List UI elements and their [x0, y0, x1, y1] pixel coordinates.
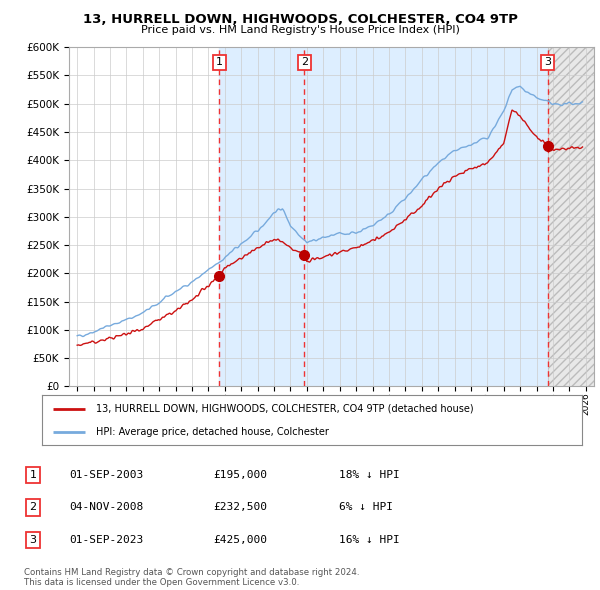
Text: Contains HM Land Registry data © Crown copyright and database right 2024.
This d: Contains HM Land Registry data © Crown c… — [24, 568, 359, 587]
Text: 01-SEP-2023: 01-SEP-2023 — [69, 535, 143, 545]
Text: 1: 1 — [216, 57, 223, 67]
Bar — [220, 47, 304, 386]
Bar — [548, 47, 594, 386]
Text: 2: 2 — [301, 57, 308, 67]
Bar — [548, 47, 594, 386]
Text: 2: 2 — [29, 503, 37, 512]
Text: HPI: Average price, detached house, Colchester: HPI: Average price, detached house, Colc… — [96, 427, 329, 437]
Text: £425,000: £425,000 — [213, 535, 267, 545]
Text: Price paid vs. HM Land Registry's House Price Index (HPI): Price paid vs. HM Land Registry's House … — [140, 25, 460, 35]
Text: 01-SEP-2003: 01-SEP-2003 — [69, 470, 143, 480]
Text: 16% ↓ HPI: 16% ↓ HPI — [339, 535, 400, 545]
Text: 13, HURRELL DOWN, HIGHWOODS, COLCHESTER, CO4 9TP (detached house): 13, HURRELL DOWN, HIGHWOODS, COLCHESTER,… — [96, 404, 473, 414]
Text: 04-NOV-2008: 04-NOV-2008 — [69, 503, 143, 512]
Text: 1: 1 — [29, 470, 37, 480]
Text: 3: 3 — [544, 57, 551, 67]
Text: 3: 3 — [29, 535, 37, 545]
Text: 13, HURRELL DOWN, HIGHWOODS, COLCHESTER, CO4 9TP: 13, HURRELL DOWN, HIGHWOODS, COLCHESTER,… — [83, 13, 517, 26]
Bar — [304, 47, 548, 386]
Text: 6% ↓ HPI: 6% ↓ HPI — [339, 503, 393, 512]
Text: £232,500: £232,500 — [213, 503, 267, 512]
Text: 18% ↓ HPI: 18% ↓ HPI — [339, 470, 400, 480]
Text: £195,000: £195,000 — [213, 470, 267, 480]
